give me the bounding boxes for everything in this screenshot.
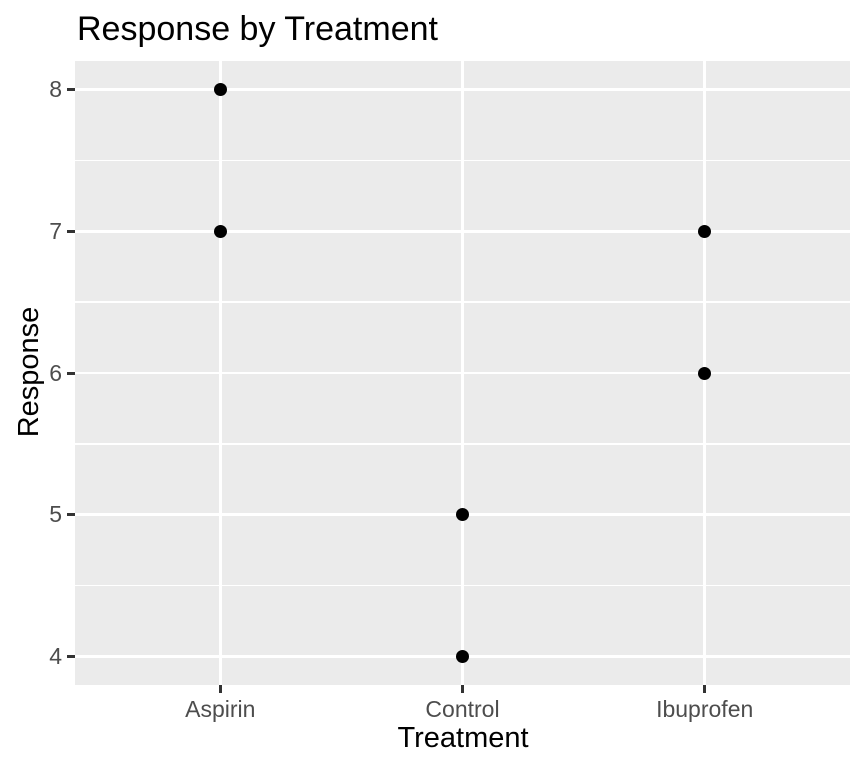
plot-panel — [75, 61, 850, 685]
data-point — [698, 366, 712, 380]
y-tick-label: 4 — [49, 643, 62, 670]
y-tick-mark — [67, 655, 75, 659]
major-gridline-v — [461, 61, 464, 685]
data-point — [213, 224, 227, 238]
y-tick-mark — [67, 371, 75, 375]
y-tick-label: 7 — [49, 217, 62, 244]
x-tick-mark — [703, 685, 707, 693]
y-tick-label: 8 — [49, 75, 62, 102]
y-tick-mark — [67, 87, 75, 91]
data-point — [213, 82, 227, 96]
chart-title: Response by Treatment — [77, 10, 438, 48]
x-tick-label: Ibuprofen — [656, 696, 754, 722]
y-tick-label: 6 — [49, 359, 62, 386]
y-tick-label: 5 — [49, 501, 62, 528]
x-tick-mark — [218, 685, 222, 693]
major-gridline-v — [218, 61, 222, 685]
x-tick-label: Aspirin — [185, 696, 256, 722]
data-point — [698, 224, 712, 238]
y-tick-mark — [67, 513, 75, 517]
y-tick-mark — [67, 229, 75, 233]
data-point — [456, 508, 469, 522]
x-axis-title: Treatment — [397, 722, 529, 754]
data-point — [456, 650, 469, 664]
x-tick-mark — [461, 685, 464, 693]
x-tick-label: Control — [425, 696, 500, 722]
